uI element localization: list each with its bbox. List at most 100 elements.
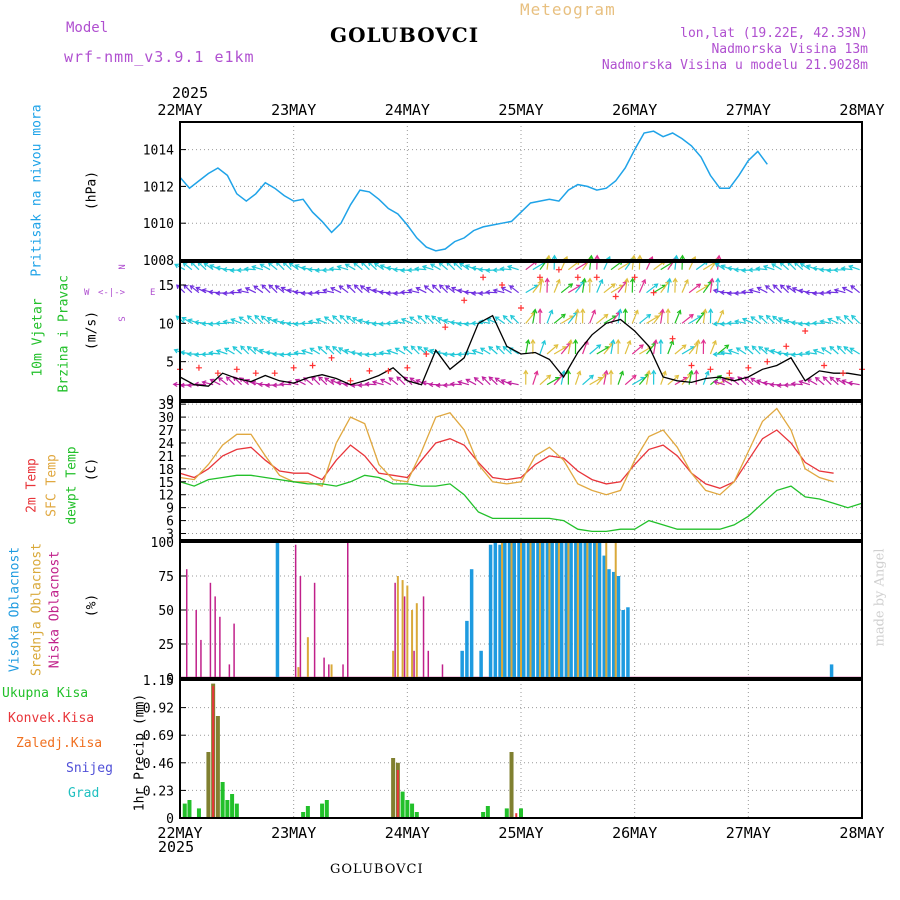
wind-arrow <box>844 315 853 324</box>
wind-arrow <box>289 262 299 271</box>
wind-gust-mark <box>726 370 733 377</box>
wind-arrow-head <box>819 267 824 273</box>
wind-arrow <box>794 261 804 271</box>
wind-gust-mark <box>328 354 335 361</box>
wind-arrow-head <box>229 267 235 273</box>
wind-arrow-head <box>646 369 652 375</box>
wind-arrow-head <box>530 338 536 344</box>
cloud-high-bar <box>531 542 535 678</box>
wind-arrow-head <box>364 381 370 387</box>
cloud-high-bar <box>498 544 502 678</box>
model-name: wrf-nmm_v3.9.1 e1km <box>64 48 255 66</box>
wind-arrow <box>848 382 860 386</box>
wind-gust-mark <box>840 370 847 377</box>
wind-arrow <box>388 377 399 386</box>
wind-arrow <box>688 342 699 355</box>
wind-arrow-head <box>748 288 754 294</box>
wind-arrow-head <box>429 348 435 354</box>
wind-arrow-head <box>758 345 764 351</box>
wind-arrow-head <box>465 378 471 384</box>
wind-gust-mark <box>669 335 676 342</box>
day-label-top: 24MAY <box>385 101 430 119</box>
wind-arrow-head <box>726 320 732 326</box>
wind-arrow-head <box>721 378 727 383</box>
wind-arrow-head <box>762 264 769 270</box>
wind-arrow-head <box>346 284 352 290</box>
wind-arrow-head <box>470 290 476 296</box>
wind-arrow <box>210 379 221 386</box>
cloud-high-bar <box>626 607 630 678</box>
wind-arrow <box>617 371 624 385</box>
wind-arrow-head <box>750 316 756 321</box>
wind-arrow-head <box>300 265 306 271</box>
wind-arrow <box>190 261 200 271</box>
cloud-mid-bar <box>557 542 560 678</box>
wind-arrow-head <box>431 284 437 290</box>
wind-arrow-head <box>272 382 278 388</box>
wind-arrow-head <box>379 378 386 384</box>
wind-arrow-head <box>222 266 228 273</box>
wind-gust-mark <box>499 282 506 288</box>
wind-arrow-head <box>402 346 408 351</box>
wind-arrow-head <box>300 320 306 327</box>
wind-arrow <box>813 349 825 355</box>
wind-arrow <box>224 347 235 355</box>
y-tick-label: 25 <box>158 638 174 653</box>
cloud-high-bar <box>469 569 474 678</box>
wind-arrow <box>261 284 271 294</box>
wind-arrow-head <box>659 308 665 314</box>
wind-arrow-head <box>392 290 398 296</box>
cloud-high-bar <box>465 620 469 678</box>
y-tick-label: 15 <box>158 476 174 491</box>
wind-arrow-head <box>330 286 336 292</box>
wind-gust-mark <box>271 370 278 377</box>
wind-arrow <box>450 383 462 386</box>
wind-arrow <box>568 284 581 294</box>
wind-arrow <box>582 340 588 355</box>
wind-arrow <box>346 315 356 324</box>
wind-arrow <box>324 316 335 324</box>
wind-arrow <box>395 347 406 355</box>
wind-arrow-head <box>399 289 405 295</box>
wind-arrow-head <box>225 376 231 381</box>
wind-arrow-head <box>293 289 299 295</box>
cloud-high-bar <box>460 650 464 678</box>
wind-arrow <box>603 370 608 385</box>
wind-arrow-head <box>208 289 214 295</box>
wind-arrow-head <box>307 290 313 296</box>
rain-total-bar <box>215 716 220 818</box>
wind-arrow-head <box>315 318 321 323</box>
wind-arrow-head <box>394 347 400 353</box>
wind-arrow-head <box>471 349 477 354</box>
wind-arrow <box>645 370 650 385</box>
wind-arrow-head <box>254 314 260 320</box>
wind-arrow <box>459 262 470 271</box>
wind-arrow <box>503 315 512 324</box>
wind-arrow <box>254 315 264 324</box>
wind-arrow <box>309 347 321 355</box>
cloud-high-bar <box>564 542 569 678</box>
wind-arrow <box>750 316 761 324</box>
wind-arrow-head <box>322 288 328 294</box>
wind-arrow <box>646 315 659 324</box>
wind-arrow <box>318 346 328 355</box>
wind-arrow-head <box>238 377 244 383</box>
wind-arrow <box>488 346 498 355</box>
wind-arrow-head <box>307 319 313 325</box>
wind-arrow <box>660 261 673 271</box>
day-label-top: 25MAY <box>498 101 543 119</box>
wind-arrow <box>617 281 627 294</box>
wind-arrow-head <box>251 265 257 271</box>
wind-arrow <box>223 321 235 324</box>
wind-arrow <box>791 383 803 386</box>
wind-arrow <box>560 283 573 294</box>
wind-arrow-head <box>748 267 753 273</box>
wind-arrow <box>339 285 349 294</box>
wind-arrow-head <box>463 321 469 327</box>
cloud-mid-bar <box>510 542 513 678</box>
rain-total-bar <box>320 803 325 818</box>
wind-arrow-head <box>750 377 756 383</box>
wind-arrow-head <box>551 254 558 260</box>
wind-arrow-head <box>279 352 285 358</box>
wind-arrow-head <box>841 379 847 385</box>
